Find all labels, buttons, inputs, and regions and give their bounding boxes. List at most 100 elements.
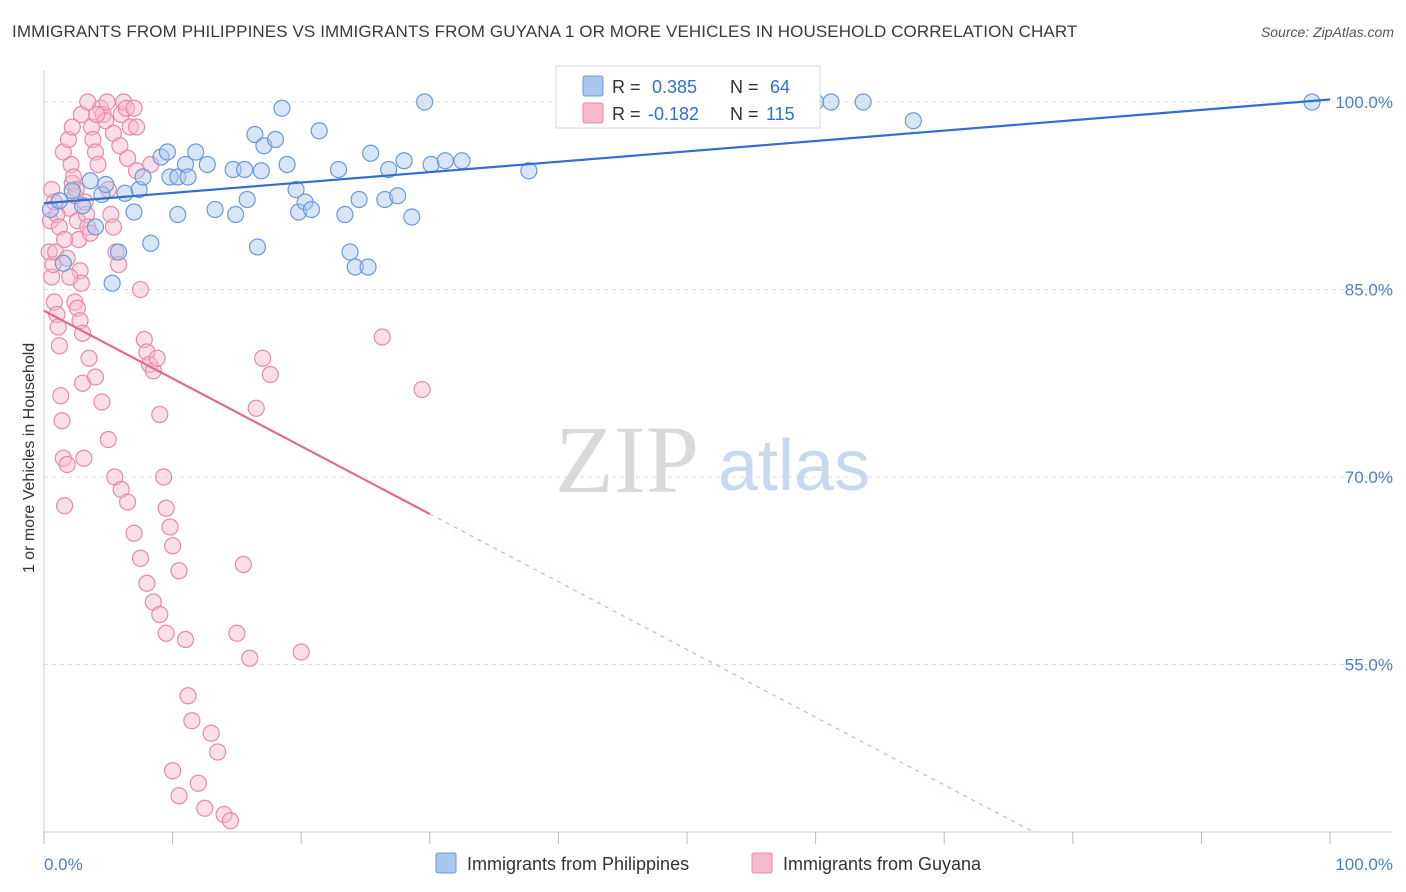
guyana-point-15 [62,155,80,174]
guyana-point-76 [373,328,391,346]
guyana-point-62 [183,712,201,730]
y-tick-label-100: 100.0% [1335,93,1393,112]
x-tick-label-right: 100.0% [1335,855,1393,874]
guyana-point-58 [164,537,182,555]
philippines-point-20 [169,205,187,224]
guyana-point-9 [52,387,70,405]
guyana-point-25 [75,449,93,467]
philippines-point-41 [310,122,328,140]
philippines-point-49 [376,190,394,209]
philippines-point-4 [73,197,92,215]
guyana-point-102 [164,762,182,780]
guyana-point-38 [102,205,120,224]
philippines-point-62 [904,112,922,130]
watermark: ZIP atlas [555,406,870,513]
y-tick-labels: 100.0% 85.0% 70.0% 55.0% [1335,93,1393,675]
philippines-point-47 [359,258,377,276]
guyana-point-68 [221,812,240,830]
philippines-point-9 [103,274,121,292]
guyana-point-65 [202,724,220,742]
legend-swatch-philippines [582,75,604,97]
y-tick-label-70: 70.0% [1345,468,1393,487]
watermark-zip: ZIP [555,406,699,513]
philippines-point-30 [246,125,264,144]
philippines-point-3 [63,182,81,200]
guyana-point-22 [71,262,89,280]
trend-line-guyana [43,309,431,515]
guyana-point-84 [61,268,79,286]
bottom-legend-label-philippines: Immigrants from Philippines [467,854,689,874]
philippines-point-8 [97,175,115,194]
guyana-point-75 [292,643,310,661]
philippines-point-50 [380,160,398,179]
trend-line-philippines [43,98,1331,205]
philippines-point-2 [54,254,72,272]
legend-n-value-philippines: 64 [770,77,790,97]
guyana-point-49 [135,330,153,349]
legend-n-value-guyana: 115 [766,104,795,124]
philippines-point-37 [287,180,305,199]
guyana-point-32 [86,143,105,161]
bottom-legend: Immigrants from Philippines Immigrants f… [435,852,982,874]
philippines-point-44 [341,243,359,261]
guyana-point-66 [209,743,227,761]
guyana-point-36 [97,112,115,130]
y-tick-label-55: 55.0% [1345,656,1393,675]
legend-n-label-philippines: N = [730,77,759,97]
philippines-point-53 [403,208,421,226]
guyana-point-10 [53,412,71,430]
guyana-point-71 [241,649,259,667]
guyana-point-72 [247,399,265,417]
guyana-point-112 [111,137,129,155]
philippines-point-42 [329,160,348,179]
philippines-point-6 [86,218,105,236]
guyana-point-41 [109,255,128,274]
guyana-point-20 [68,212,87,230]
legend-box: R = 0.385 N = 64 R = -0.182 N = 115 [555,65,821,129]
guyana-point-114 [127,162,146,180]
series-philippines-points [41,93,1321,292]
guyana-point-92 [99,430,117,449]
guyana-point-57 [161,518,179,536]
guyana-point-4 [45,293,63,311]
philippines-point-48 [362,144,380,162]
guyana-point-50 [138,343,156,361]
philippines-point-27 [227,205,245,224]
guyana-point-12 [55,497,74,515]
trend-lines [43,98,1331,833]
guyana-point-113 [118,149,137,167]
philippines-point-31 [248,238,267,256]
philippines-point-10 [109,243,128,261]
guyana-point-61 [179,687,197,705]
guyana-point-97 [131,549,150,567]
philippines-point-58 [520,162,538,180]
guyana-point-31 [84,130,102,149]
legend-r-value-guyana: -0.182 [648,104,699,124]
philippines-point-52 [395,152,413,170]
y-axis-title: 1 or more Vehicles in Household [21,343,38,573]
philippines-point-57 [453,152,471,170]
guyana-point-60 [176,630,195,649]
guyana-point-59 [170,562,188,580]
philippines-point-12 [125,203,143,221]
guyana-point-103 [170,787,188,805]
guyana-point-95 [118,493,137,511]
philippines-point-5 [81,172,99,190]
guyana-point-67 [215,805,233,824]
philippines-point-36 [278,155,296,174]
philippines-point-11 [116,184,134,202]
guyana-point-106 [63,118,81,136]
legend-r-label-philippines: R = [612,77,641,97]
guyana-point-2 [43,268,61,286]
guyana-point-86 [68,299,87,317]
bottom-legend-swatch-philippines [435,852,457,874]
guyana-point-55 [154,468,173,486]
guyana-point-45 [121,118,139,136]
guyana-point-39 [104,218,123,236]
guyana-point-109 [88,105,106,124]
guyana-point-90 [86,368,105,386]
philippines-point-22 [179,168,197,186]
guyana-point-74 [261,365,279,384]
guyana-point-101 [157,624,175,642]
